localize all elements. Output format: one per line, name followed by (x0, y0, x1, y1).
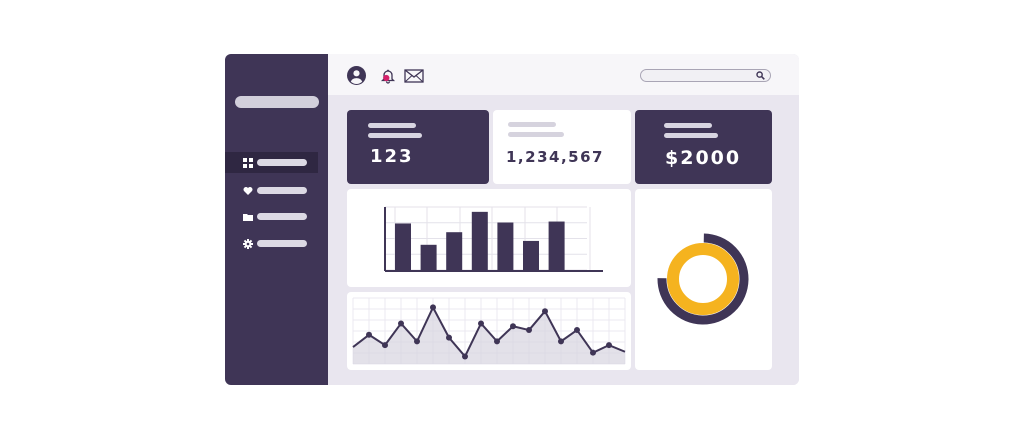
bar (523, 240, 539, 270)
stat-value: 1,234,567 (506, 148, 604, 166)
search-icon (756, 71, 765, 80)
stat-card-2: 1,234,567 (493, 110, 631, 184)
line-chart (352, 297, 626, 365)
line-point (366, 331, 372, 338)
line-point (526, 327, 532, 334)
heart-icon (243, 186, 253, 196)
bar (420, 244, 437, 270)
stat-value: $2000 (665, 147, 742, 169)
bar (548, 221, 565, 270)
donut-chart (657, 233, 749, 325)
stat-label-placeholder (508, 132, 564, 137)
line-point (414, 338, 420, 345)
sidebar (225, 54, 328, 385)
stat-label-placeholder (664, 133, 718, 138)
line-point (382, 342, 388, 349)
line-chart-card (347, 292, 631, 370)
bar (471, 211, 488, 270)
mail-icon[interactable] (404, 69, 424, 83)
donut-slice (657, 233, 749, 325)
line-point (558, 338, 564, 345)
donut-hole (680, 256, 726, 302)
sidebar-item-favorites[interactable] (225, 180, 318, 201)
stat-value: 123 (370, 146, 414, 167)
line-point (494, 338, 500, 345)
line-point (462, 353, 468, 360)
stat-card-3: $2000 (635, 110, 772, 184)
line-point (574, 327, 580, 334)
sidebar-item-label-placeholder (257, 187, 307, 194)
line-point (478, 320, 484, 327)
sidebar-item-files[interactable] (225, 206, 318, 227)
line-point (590, 349, 596, 356)
bar-chart-card (347, 189, 631, 287)
stat-label-placeholder (508, 122, 556, 127)
line-point (446, 334, 452, 341)
bar-chart (384, 206, 603, 272)
sidebar-logo-placeholder (235, 96, 319, 108)
line-point (510, 323, 516, 330)
stat-label-placeholder (664, 123, 712, 128)
search-input[interactable] (640, 69, 771, 82)
user-avatar-icon[interactable] (347, 66, 366, 85)
line-point (398, 320, 404, 327)
series-line (352, 306, 626, 358)
header (328, 54, 799, 95)
stat-card-1: 123 (347, 110, 489, 184)
main-content: 123 1,234,567 $2000 (328, 54, 799, 385)
sidebar-item-label-placeholder (257, 240, 307, 247)
bell-icon[interactable] (379, 67, 397, 85)
line-point (542, 308, 548, 315)
line-point (430, 304, 436, 311)
bar (497, 222, 514, 270)
folder-icon (243, 212, 253, 222)
donut-slice (667, 243, 739, 315)
stat-label-placeholder (368, 133, 422, 138)
line-point (606, 342, 612, 349)
bar (446, 232, 463, 270)
line-area (353, 307, 625, 364)
gear-icon (243, 239, 253, 249)
sidebar-item-settings[interactable] (225, 233, 318, 254)
donut-chart-card (635, 189, 772, 370)
sidebar-item-label-placeholder (257, 159, 307, 166)
sidebar-item-dashboard[interactable] (225, 152, 318, 173)
dashboard-grid-icon (243, 158, 253, 168)
sidebar-item-label-placeholder (257, 213, 307, 220)
stat-label-placeholder (368, 123, 416, 128)
dashboard-window: 123 1,234,567 $2000 (225, 54, 799, 385)
bar (395, 223, 411, 270)
